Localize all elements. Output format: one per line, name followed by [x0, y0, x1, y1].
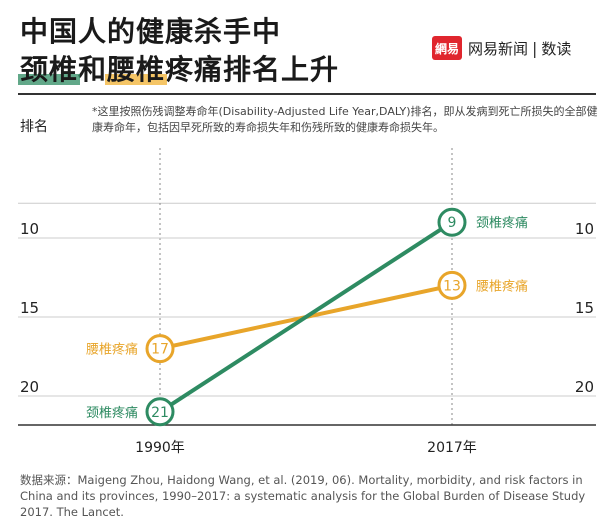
series-label-left-0: 颈椎疼痛	[86, 405, 138, 421]
y-axis-title: 排名	[20, 119, 48, 135]
point-1-0	[145, 334, 175, 364]
y-tick-label-right-10: 10	[575, 220, 594, 238]
title-tail: 疼痛排名上升	[165, 53, 340, 86]
title-line-2: 颈椎和腰椎疼痛排名上升	[17, 48, 340, 88]
title-highlight-neck: 颈椎	[17, 48, 81, 88]
y-tick-label-left-20: 20	[20, 378, 39, 396]
title-connector: 和	[78, 53, 108, 86]
y-tick-label-right-15: 15	[575, 299, 594, 317]
series-label-right-0: 颈椎疼痛	[476, 215, 528, 231]
title-line-1: 中国人的健康杀手中	[20, 15, 282, 48]
y-tick-label-left-15: 15	[20, 299, 39, 317]
point-label-1-1: 13	[443, 278, 461, 294]
brand-name: 网易新闻	[468, 39, 529, 58]
series-label-right-1: 腰椎疼痛	[476, 278, 528, 294]
y-tick-label-right-20: 20	[575, 378, 594, 396]
source-note: 数据来源：Maigeng Zhou, Haidong Wang, et al. …	[20, 473, 586, 519]
series-label-left-1: 腰椎疼痛	[86, 342, 138, 358]
title-highlight-lumbar: 腰椎	[105, 48, 168, 88]
netease-logo-icon: 網易	[432, 36, 462, 60]
series-line-0	[158, 220, 454, 414]
point-0-0	[145, 397, 175, 427]
point-label-0-1: 9	[448, 215, 457, 231]
top-divider	[18, 93, 596, 95]
point-0-1	[437, 207, 467, 237]
point-label-1-0: 17	[151, 342, 169, 358]
brand-divider: |	[532, 38, 538, 58]
brand: 網易 网易新闻 | 数读	[432, 36, 571, 60]
x-tick-label-1: 2017年	[427, 440, 477, 456]
brand-sub: 数读	[541, 39, 572, 58]
point-1-1	[437, 270, 467, 300]
footnote: *这里按照伤残调整寿命年(Disability-Adjusted Life Ye…	[92, 105, 598, 134]
x-tick-label-0: 1990年	[135, 440, 185, 456]
point-label-0-0: 21	[151, 405, 169, 421]
y-tick-label-left-10: 10	[20, 220, 39, 238]
